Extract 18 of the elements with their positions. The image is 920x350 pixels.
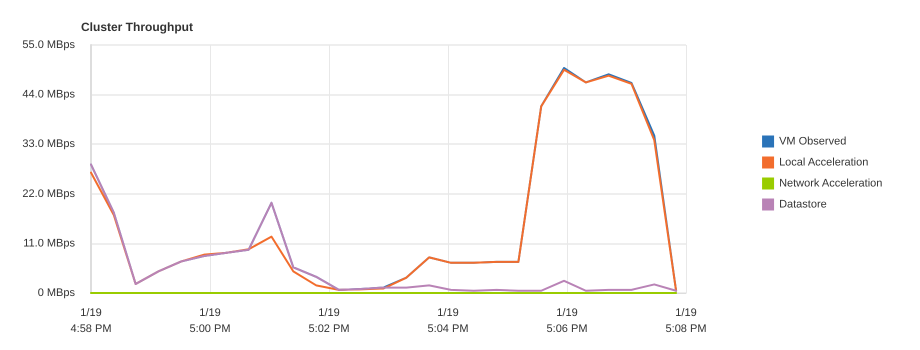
legend-label: VM Observed [779, 136, 846, 148]
legend-label: Datastore [779, 198, 827, 210]
legend-label: Local Acceleration [779, 156, 868, 168]
y-tick-label: 55.0 MBps [22, 39, 76, 51]
x-tick-label: 1/19 5:02 PM [308, 307, 350, 335]
x-tick-label: 1/19 5:08 PM [666, 307, 706, 335]
y-tick-label: 0 MBps [38, 287, 76, 299]
legend-label: Network Acceleration [779, 178, 882, 190]
y-tick-label: 22.0 MBps [22, 188, 76, 200]
chart-title: Cluster Throughput [81, 20, 193, 34]
x-tick-label: 1/19 5:00 PM [190, 307, 230, 335]
line-series [90, 163, 678, 292]
y-tick-label: 11.0 MBps [23, 237, 76, 250]
y-tick-label: 33.0 MBps [22, 138, 76, 150]
y-tick-label: 44.0 MBps [22, 88, 76, 101]
x-tick-label: 1/19 4:58 PM [70, 307, 112, 335]
x-tick-label: 1/19 5:06 PM [546, 307, 588, 335]
x-tick-label: 1/19 5:04 PM [428, 307, 468, 335]
